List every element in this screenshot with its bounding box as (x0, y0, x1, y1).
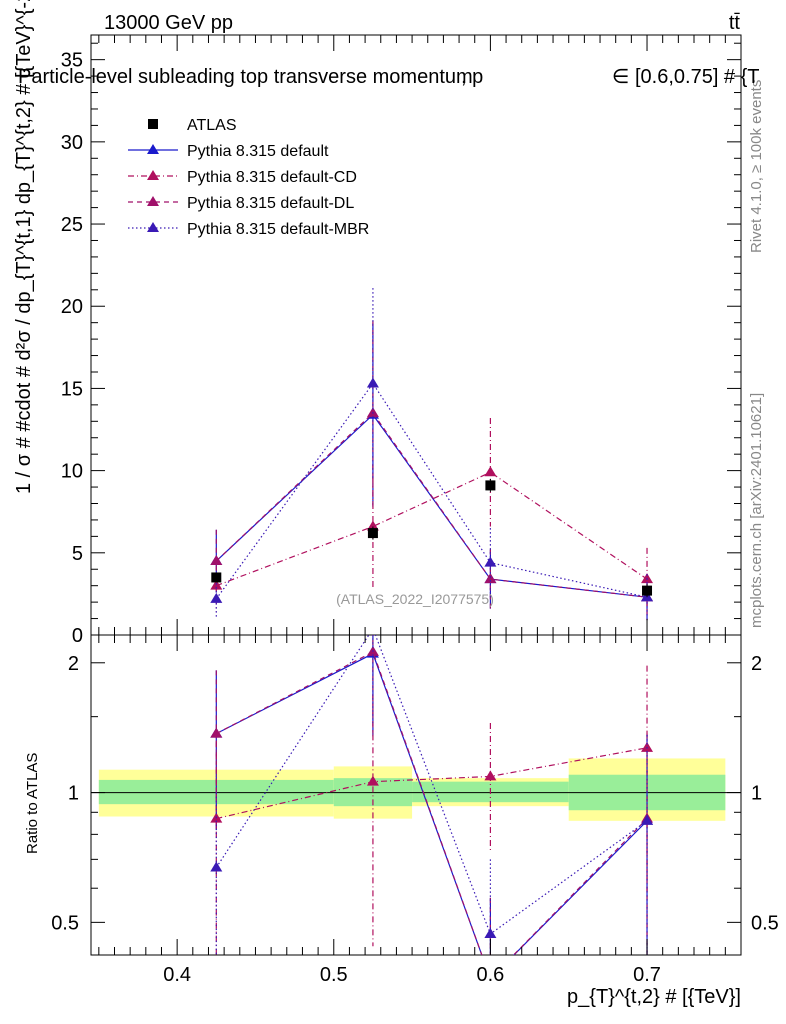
main-ytick-label-15: 15 (61, 378, 83, 400)
ratio-y-axis: 0.5 0.5 1 1 2 2 (51, 653, 779, 935)
main-ytick-label-10: 10 (61, 461, 83, 483)
ratio-pythia-8-315-default-mbr-point-2 (484, 927, 497, 938)
ratio-pythia-8-315-default-mbr-point-1 (367, 623, 379, 633)
legend-cd-marker (147, 170, 159, 180)
main-ytick-label-25: 25 (61, 214, 83, 236)
main-ytick-label-0: 0 (72, 625, 83, 647)
energy-label: 13000 GeV pp (104, 12, 233, 34)
main-ytick-label-20: 20 (61, 296, 83, 318)
mcplots-label: mcplots.cern.ch [arXiv:2401.10621] (748, 393, 765, 628)
ratio-ytick-label-right-0.5: 0.5 (751, 912, 779, 934)
ratio-ytick-label-right-1: 1 (751, 783, 762, 805)
ratio-pythia-8-315-default-mbr-line (215, 635, 648, 935)
plot-title: Particle-level subleading top transverse… (18, 66, 473, 88)
ratio-bands (98, 758, 726, 821)
xtick-label-0: 0.4 (163, 964, 191, 986)
plot-title-suffix: , p (461, 66, 483, 88)
main-series (210, 288, 654, 621)
ratio-ytick-label-left-1: 1 (68, 783, 79, 805)
xtick-label-1: 0.5 (320, 964, 348, 986)
legend: ATLAS Pythia 8.315 default Pythia 8.315 … (128, 117, 369, 238)
legend-atlas-marker (148, 119, 158, 129)
legend-default-marker (147, 144, 159, 154)
analysis-label: (ATLAS_2022_I2077575) (336, 591, 494, 607)
main-atlas-point-3 (642, 585, 653, 596)
main-pythia-8-315-default-mbr-line (215, 382, 648, 600)
legend-entry-default: Pythia 8.315 default (128, 143, 329, 160)
legend-dl-marker (147, 196, 159, 206)
main-ytick-label-35: 35 (61, 50, 83, 72)
main-pythia-8-315-default-mbr-point-1 (366, 377, 379, 388)
legend-entry-mbr: Pythia 8.315 default-MBR (128, 221, 369, 238)
main-pythia-8-315-default-cd-point-1 (366, 520, 379, 531)
legend-mbr-label: Pythia 8.315 default-MBR (187, 221, 369, 238)
x-axis-title: p_{T}^{t,2} # [{TeV}] (567, 986, 741, 1008)
process-label: tt̄ (729, 12, 741, 34)
ratio-ytick-label-right-2: 2 (751, 653, 762, 675)
main-y-axis: 0 5 10 15 20 25 30 35 (61, 42, 741, 647)
main-atlas-point-0 (211, 572, 222, 583)
legend-dl-label: Pythia 8.315 default-DL (187, 195, 354, 212)
legend-entry-dl: Pythia 8.315 default-DL (128, 195, 354, 212)
ratio-pythia-8-315-default-cd-point-1 (366, 775, 379, 786)
main-ytick-label-5: 5 (72, 543, 83, 565)
main-pythia-8-315-default-dl-point-0 (210, 555, 223, 566)
ratio-series (210, 623, 654, 955)
main-pythia-8-315-default-dl-point-1 (366, 407, 379, 418)
main-pythia-8-315-default-dl-point-2 (484, 573, 497, 584)
rivet-label: Rivet 4.1.0, ≥ 100k events (748, 80, 765, 253)
main-pythia-8-315-default-dl-line (215, 412, 648, 598)
x-axis: 0.4 0.5 0.6 0.7 (98, 35, 726, 986)
ratio-pythia-8-315-default-dl-point-0 (210, 727, 223, 738)
plot-title-range: ∈ [0.6,0.75] # {T (612, 66, 760, 88)
ratio-ytick-label-left-2: 2 (68, 653, 79, 675)
main-atlas-point-1 (367, 528, 378, 539)
legend-mbr-marker (147, 222, 159, 232)
ratio-plot-frame (90, 634, 742, 956)
main-pythia-8-315-default-mbr-point-2 (484, 556, 497, 567)
main-y-axis-title: 1 / σ # #cdot # d²σ / dp_{T}^{t,1} dp_{T… (13, 0, 35, 494)
main-pythia-8-315-default-cd-point-2 (484, 466, 497, 477)
main-pythia-8-315-default-mbr-point-0 (210, 592, 223, 603)
legend-atlas-label: ATLAS (187, 117, 237, 134)
legend-entry-atlas: ATLAS (148, 117, 237, 134)
legend-entry-cd: Pythia 8.315 default-CD (128, 169, 357, 186)
legend-default-label: Pythia 8.315 default (187, 143, 329, 160)
xtick-label-3: 0.7 (633, 964, 661, 986)
ratio-ytick-label-left-0.5: 0.5 (51, 912, 79, 934)
main-pythia-8-315-default-line (215, 413, 648, 598)
ratio-pythia-8-315-default-mbr-point-3 (641, 814, 654, 825)
ratio-pythia-8-315-default-mbr-point-0 (210, 861, 223, 872)
main-ytick-label-30: 30 (61, 132, 83, 154)
main-atlas-point-2 (485, 480, 496, 491)
legend-cd-label: Pythia 8.315 default-CD (187, 169, 357, 186)
ratio-pythia-8-315-default-cd-point-2 (484, 770, 497, 781)
xtick-label-2: 0.6 (476, 964, 504, 986)
ratio-pythia-8-315-default-cd-line (216, 747, 648, 820)
ratio-y-axis-title: Ratio to ATLAS (24, 753, 41, 854)
main-pythia-8-315-default-cd-line (216, 471, 648, 587)
